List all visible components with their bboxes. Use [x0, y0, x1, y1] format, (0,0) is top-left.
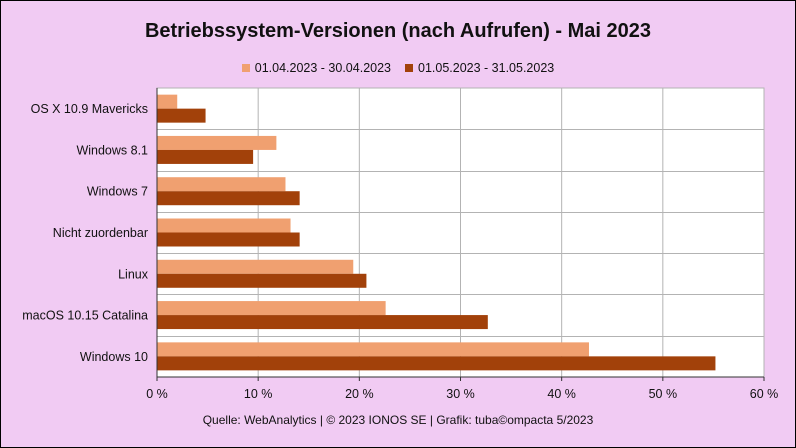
bar-may-6 [157, 356, 716, 371]
legend-swatch-may [405, 64, 413, 72]
legend-item-may: 01.05.2023 - 31.05.2023 [405, 61, 554, 75]
bar-april-2 [157, 177, 286, 192]
source-note: Quelle: WebAnalytics | © 2023 IONOS SE |… [202, 413, 594, 427]
x-tick-label-0: 0 % [146, 387, 168, 401]
category-label-4: Linux [118, 267, 149, 281]
legend: 01.04.2023 - 30.04.2023 01.05.2023 - 31.… [0, 61, 796, 75]
legend-item-april: 01.04.2023 - 30.04.2023 [241, 61, 391, 75]
category-label-5: macOS 10.15 Catalina [22, 309, 148, 323]
x-tick-label-3: 30 % [446, 387, 475, 401]
bar-april-4 [157, 259, 354, 274]
category-label-0: OS X 10.9 Mavericks [31, 102, 148, 116]
legend-swatch-april [241, 64, 250, 72]
x-tick-label-6: 60 % [750, 387, 779, 401]
bar-april-0 [157, 94, 178, 109]
bar-april-1 [157, 135, 277, 150]
x-tick-label-2: 20 % [345, 387, 374, 401]
bar-april-6 [157, 342, 589, 357]
bar-may-4 [157, 273, 367, 288]
bar-may-5 [157, 315, 488, 330]
x-tick-label-1: 10 % [244, 387, 273, 401]
bar-may-1 [157, 149, 254, 164]
category-label-3: Nicht zuordenbar [53, 226, 148, 240]
category-label-6: Windows 10 [80, 350, 148, 364]
bar-april-3 [157, 218, 291, 233]
bar-may-3 [157, 232, 300, 247]
x-tick-label-4: 40 % [547, 387, 576, 401]
category-label-2: Windows 7 [87, 185, 148, 199]
chart-title: Betriebssystem-Versionen (nach Aufrufen)… [144, 20, 652, 42]
bar-may-2 [157, 191, 300, 206]
bar-april-5 [157, 301, 386, 316]
category-label-1: Windows 8.1 [76, 143, 148, 157]
x-tick-label-5: 50 % [649, 387, 678, 401]
legend-label-april: 01.04.2023 - 30.04.2023 [254, 61, 391, 75]
bar-may-0 [157, 108, 206, 123]
legend-label-may: 01.05.2023 - 31.05.2023 [418, 61, 555, 75]
